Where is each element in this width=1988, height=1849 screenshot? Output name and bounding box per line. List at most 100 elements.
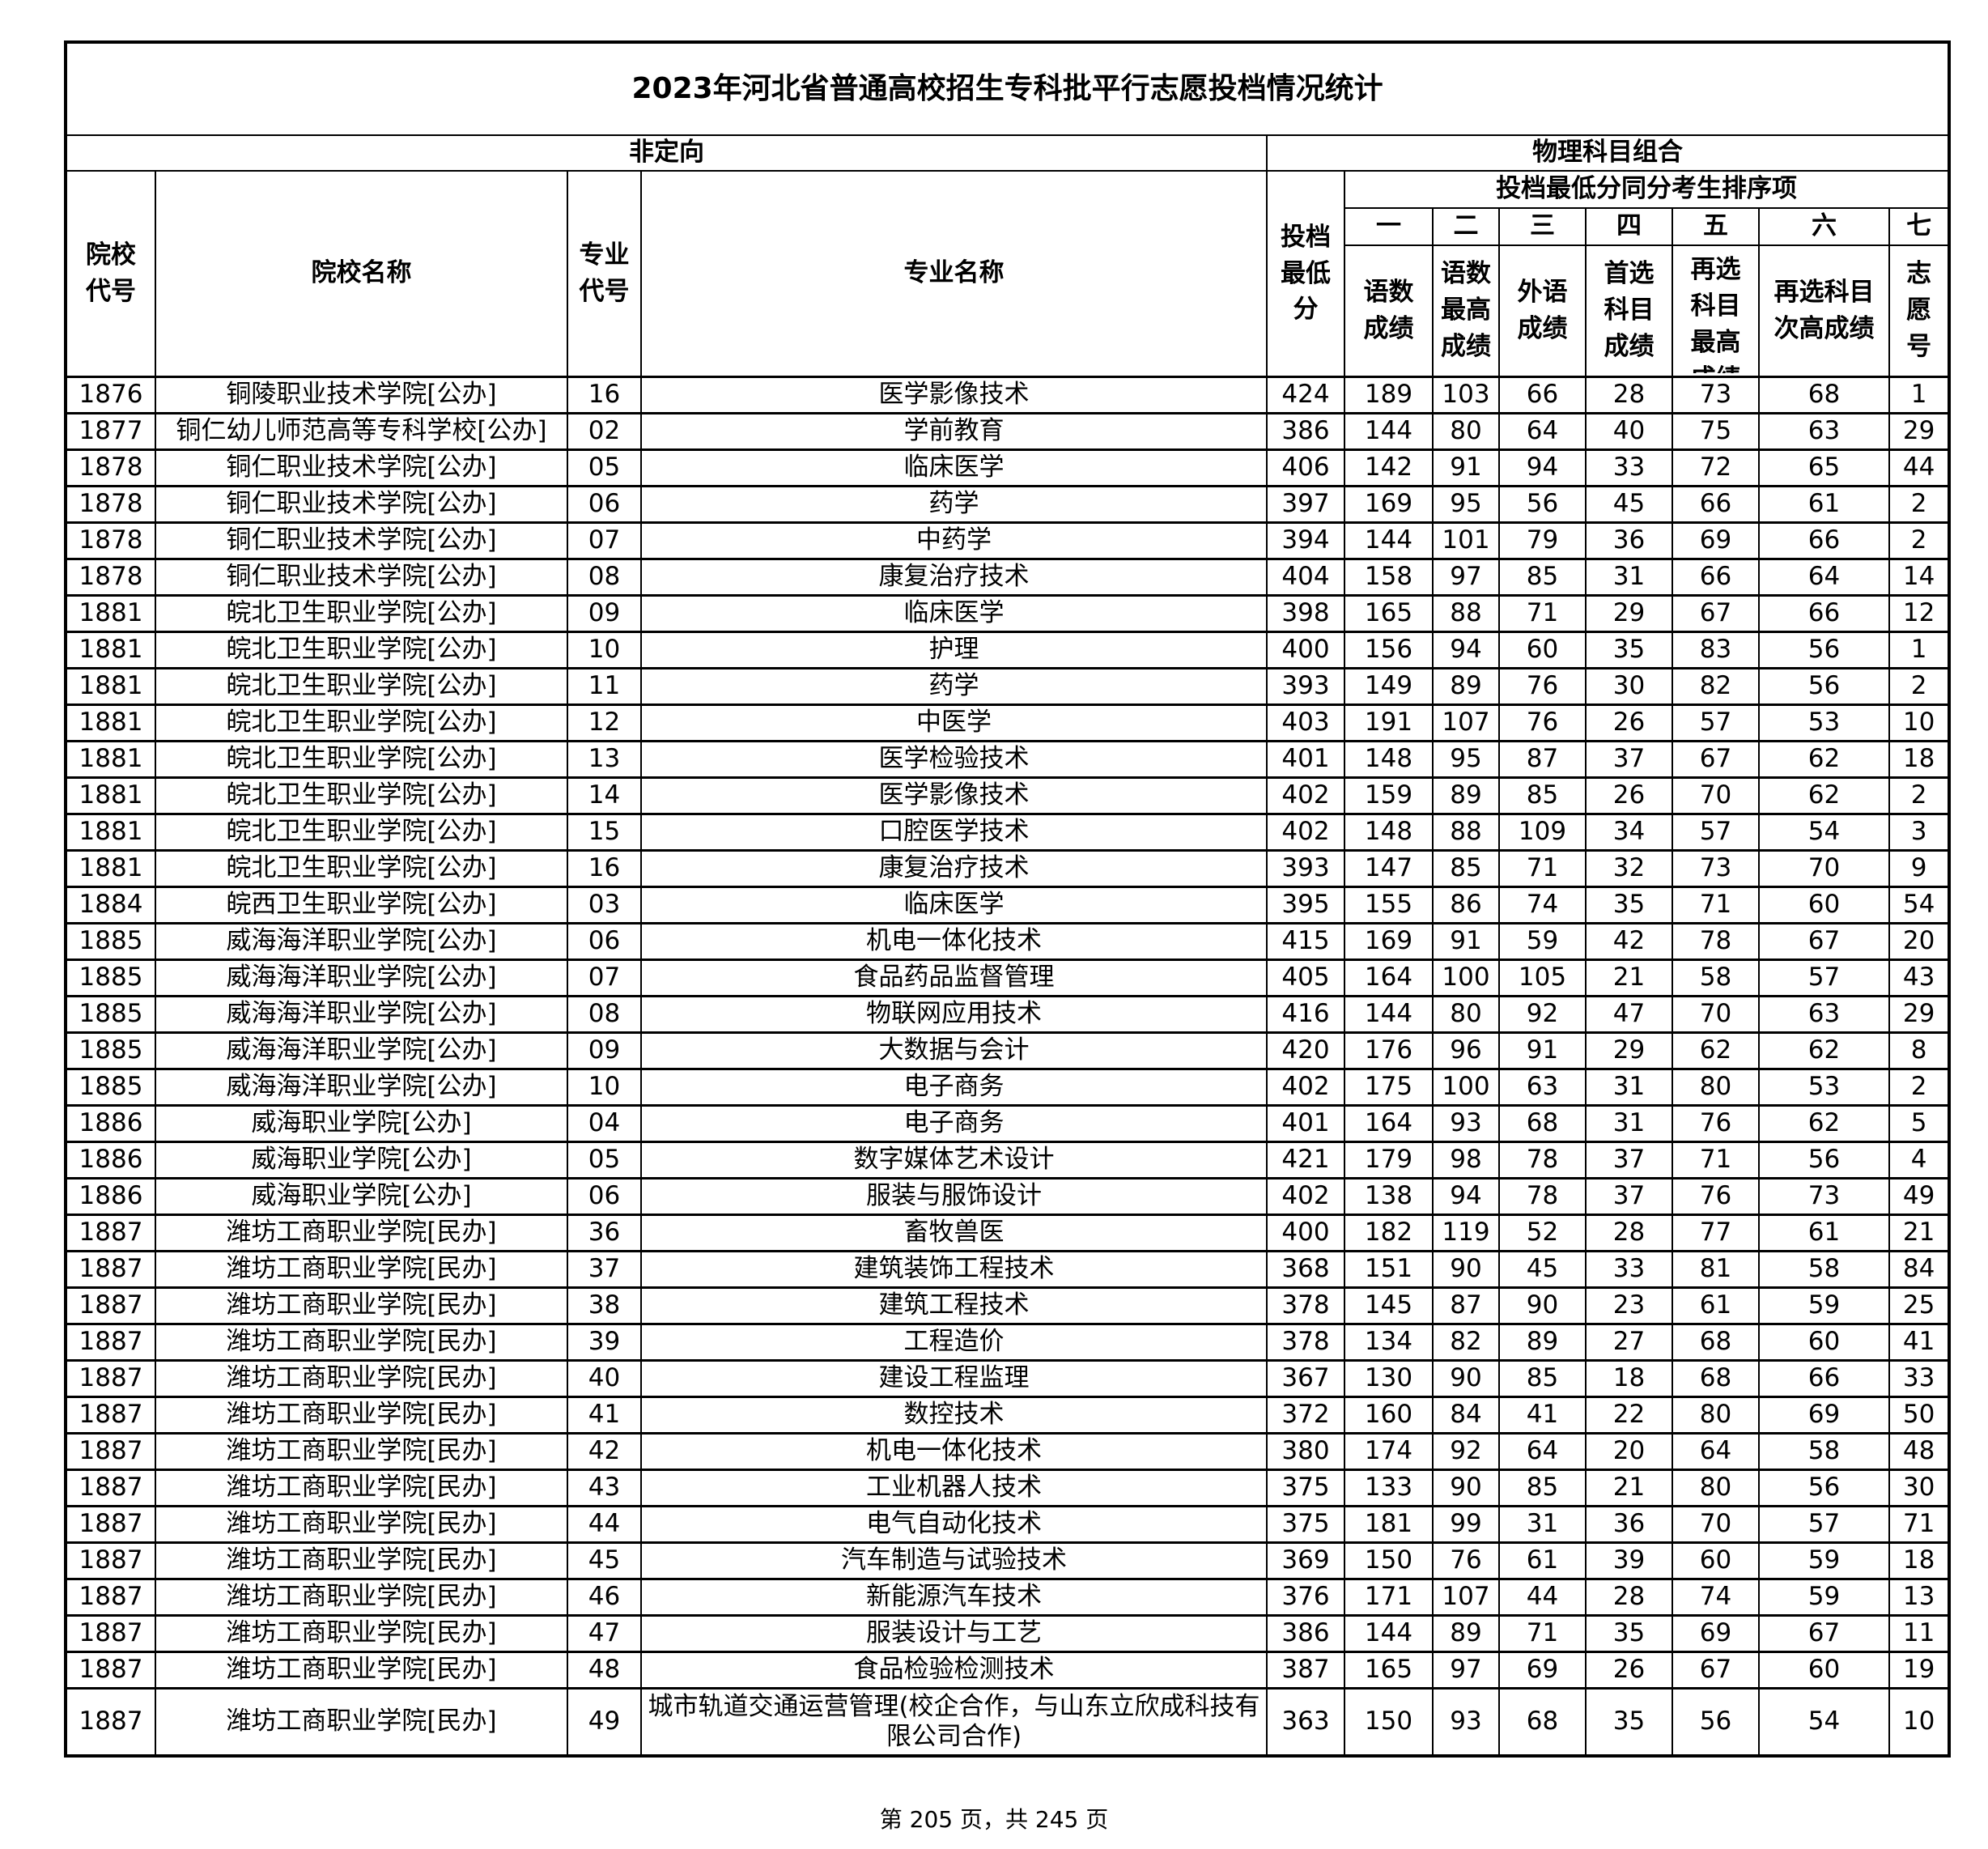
- cell-foreign-language: 64: [1498, 412, 1587, 451]
- cell-school-code: 1878: [65, 521, 156, 560]
- cell-second-subject-second: 62: [1758, 1104, 1890, 1143]
- cell-foreign-language: 59: [1498, 922, 1587, 961]
- cell-min-score: 400: [1266, 1214, 1345, 1252]
- cell-school-code: 1886: [65, 1104, 156, 1143]
- cell-school-code: 1878: [65, 485, 156, 524]
- cell-first-subject: 26: [1585, 1651, 1673, 1690]
- cell-second-subject-second: 68: [1758, 376, 1890, 414]
- table-row: 1887 潍坊工商职业学院[民办] 36 畜牧兽医 400 182 119 52 28 77 61 2…: [65, 1214, 1951, 1252]
- cell-school-code: 1887: [65, 1396, 156, 1435]
- cell-school-name: 铜仁职业技术学院[公办]: [155, 448, 568, 487]
- cell-school-code: 1885: [65, 959, 156, 997]
- cell-second-subject-second: 61: [1758, 1214, 1890, 1252]
- cell-major-code: 43: [567, 1469, 642, 1507]
- cell-second-subject-second: 70: [1758, 849, 1890, 888]
- cell-preference-no: 30: [1888, 1469, 1951, 1507]
- header-tiebreak-7: 志愿号: [1888, 244, 1951, 378]
- cell-second-subject-second: 56: [1758, 631, 1890, 669]
- cell-school-name: 威海海洋职业学院[公办]: [155, 922, 568, 961]
- cell-chinese-math-max: 80: [1432, 995, 1500, 1034]
- table-row: 1885 威海海洋职业学院[公办] 10 电子商务 402 175 100 63 31 80 53 2: [65, 1068, 1951, 1107]
- cell-foreign-language: 85: [1498, 558, 1587, 597]
- cell-second-subject-second: 73: [1758, 1177, 1890, 1216]
- cell-first-subject: 28: [1585, 1578, 1673, 1617]
- cell-first-subject: 36: [1585, 521, 1673, 560]
- cell-second-subject-second: 63: [1758, 995, 1890, 1034]
- cell-major-name: 新能源汽车技术: [640, 1578, 1268, 1617]
- cell-min-score: 395: [1266, 886, 1345, 924]
- cell-chinese-math: 156: [1344, 631, 1434, 669]
- cell-chinese-math-max: 119: [1432, 1214, 1500, 1252]
- cell-foreign-language: 85: [1498, 776, 1587, 815]
- cell-foreign-language: 61: [1498, 1541, 1587, 1580]
- cell-major-name: 服装与服饰设计: [640, 1177, 1268, 1216]
- cell-second-subject-second: 59: [1758, 1541, 1890, 1580]
- table-row: 1881 皖北卫生职业学院[公办] 11 药学 393 149 89 76 30 82 56 2: [65, 667, 1951, 706]
- cell-major-name: 数字媒体艺术设计: [640, 1141, 1268, 1180]
- cell-major-code: 39: [567, 1323, 642, 1362]
- cell-school-name: 铜陵职业技术学院[公办]: [155, 376, 568, 414]
- cell-min-score: 402: [1266, 776, 1345, 815]
- cell-school-code: 1887: [65, 1323, 156, 1362]
- cell-preference-no: 10: [1888, 1687, 1951, 1758]
- cell-preference-no: 3: [1888, 813, 1951, 852]
- table-row: 1885 威海海洋职业学院[公办] 06 机电一体化技术 415 169 91 59 42 78 6…: [65, 922, 1951, 961]
- cell-major-code: 16: [567, 849, 642, 888]
- cell-first-subject: 28: [1585, 1214, 1673, 1252]
- cell-min-score: 421: [1266, 1141, 1345, 1180]
- admission-table: 2023年河北省普通高校招生专科批平行志愿投档情况统计 非定向 物理科目组合 院…: [64, 40, 1952, 1758]
- cell-school-code: 1881: [65, 703, 156, 742]
- cell-preference-no: 1: [1888, 376, 1951, 414]
- cell-chinese-math: 182: [1344, 1214, 1434, 1252]
- cell-school-code: 1887: [65, 1651, 156, 1690]
- cell-preference-no: 5: [1888, 1104, 1951, 1143]
- cell-chinese-math: 142: [1344, 448, 1434, 487]
- cell-foreign-language: 85: [1498, 1359, 1587, 1398]
- cell-chinese-math-max: 96: [1432, 1031, 1500, 1070]
- cell-first-subject: 21: [1585, 1469, 1673, 1507]
- cell-major-code: 09: [567, 1031, 642, 1070]
- cell-second-subject-second: 62: [1758, 1031, 1890, 1070]
- cell-school-name: 铜仁职业技术学院[公办]: [155, 558, 568, 597]
- cell-major-code: 07: [567, 521, 642, 560]
- cell-major-code: 03: [567, 886, 642, 924]
- cell-school-code: 1886: [65, 1177, 156, 1216]
- cell-second-subject-second: 63: [1758, 412, 1890, 451]
- cell-min-score: 400: [1266, 631, 1345, 669]
- cell-school-name: 皖北卫生职业学院[公办]: [155, 594, 568, 633]
- cell-second-subject-second: 67: [1758, 1614, 1890, 1653]
- cell-second-subject-max: 81: [1672, 1250, 1760, 1289]
- cell-major-code: 49: [567, 1687, 642, 1758]
- table-row: 1884 皖西卫生职业学院[公办] 03 临床医学 395 155 86 74 35 71 60 54: [65, 886, 1951, 924]
- cell-school-name: 潍坊工商职业学院[民办]: [155, 1469, 568, 1507]
- cell-first-subject: 34: [1585, 813, 1673, 852]
- cell-first-subject: 32: [1585, 849, 1673, 888]
- cell-second-subject-second: 66: [1758, 1359, 1890, 1398]
- cell-second-subject-max: 77: [1672, 1214, 1760, 1252]
- cell-chinese-math: 169: [1344, 922, 1434, 961]
- table-row: 1878 铜仁职业技术学院[公办] 08 康复治疗技术 404 158 97 85 31 66 64…: [65, 558, 1951, 597]
- cell-school-code: 1885: [65, 922, 156, 961]
- header-tiebreak-3: 外语成绩: [1498, 244, 1587, 378]
- cell-min-score: 406: [1266, 448, 1345, 487]
- cell-second-subject-max: 57: [1672, 813, 1760, 852]
- cell-school-code: 1881: [65, 740, 156, 779]
- cell-chinese-math-max: 107: [1432, 1578, 1500, 1617]
- cell-chinese-math: 159: [1344, 776, 1434, 815]
- cell-school-code: 1887: [65, 1614, 156, 1653]
- cell-chinese-math-max: 88: [1432, 594, 1500, 633]
- cell-min-score: 420: [1266, 1031, 1345, 1070]
- cell-preference-no: 18: [1888, 740, 1951, 779]
- cell-min-score: 402: [1266, 1177, 1345, 1216]
- cell-chinese-math: 171: [1344, 1578, 1434, 1617]
- cell-second-subject-second: 58: [1758, 1432, 1890, 1471]
- cell-second-subject-max: 73: [1672, 376, 1760, 414]
- cell-chinese-math-max: 85: [1432, 849, 1500, 888]
- cell-chinese-math: 160: [1344, 1396, 1434, 1435]
- cell-second-subject-max: 70: [1672, 995, 1760, 1034]
- cell-second-subject-second: 60: [1758, 1323, 1890, 1362]
- cell-second-subject-max: 66: [1672, 558, 1760, 597]
- cell-school-name: 铜仁职业技术学院[公办]: [155, 485, 568, 524]
- cell-chinese-math-max: 100: [1432, 1068, 1500, 1107]
- cell-school-name: 潍坊工商职业学院[民办]: [155, 1651, 568, 1690]
